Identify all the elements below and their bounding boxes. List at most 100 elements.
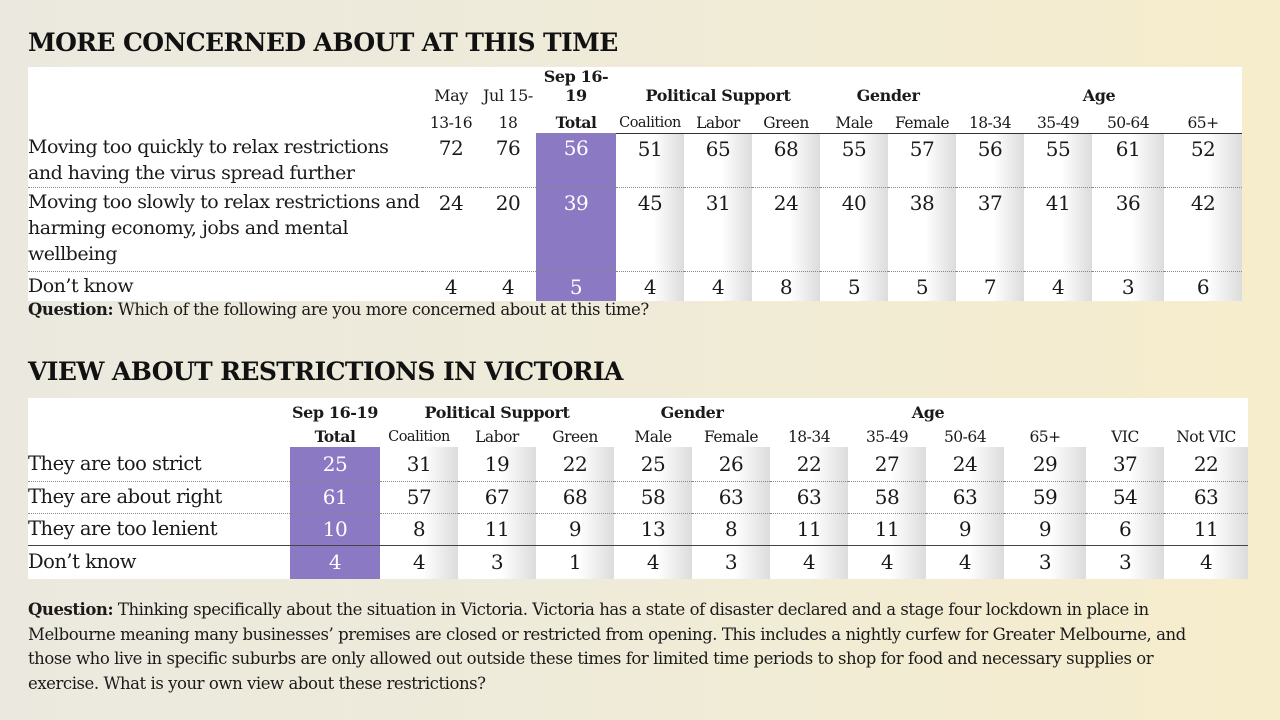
row-label: They are too strict xyxy=(28,447,290,482)
restrictions-table: Sep 16-19 Political Support Gender Age T… xyxy=(28,398,1249,579)
table-row: Moving too quickly to relax restrictions… xyxy=(28,133,1243,188)
value-cell: 27 xyxy=(848,447,927,482)
table1-title: MORE CONCERNED ABOUT AT THIS TIME xyxy=(28,28,618,57)
value-cell: 59 xyxy=(1004,481,1087,514)
value-cell: 3 xyxy=(1086,544,1165,579)
value-cell: 72 xyxy=(422,133,480,188)
row-label: Don’t know xyxy=(28,544,290,579)
value-cell: 41 xyxy=(1024,187,1093,272)
restrictions-table-body: They are too strict 25 31 19 22 25 26 22 27 24 29 3… xyxy=(28,447,1249,579)
total-cell: 4 xyxy=(290,544,380,579)
row-label: Moving too quickly to relax restrictions… xyxy=(28,133,422,188)
value-cell: 7 xyxy=(956,271,1025,301)
value-cell: 37 xyxy=(1086,447,1165,482)
table-row: They are too strict 25 31 19 22 25 26 22 27 24 29 3… xyxy=(28,447,1249,482)
question-text: Which of the following are you more conc… xyxy=(117,300,649,319)
table-row: Don’t know 4 4 3 1 4 3 4 4 4 3 3 4 xyxy=(28,544,1249,579)
col-head: Male xyxy=(634,428,672,446)
value-cell: 3 xyxy=(692,544,771,579)
row-label: Don’t know xyxy=(28,274,134,297)
header-spacer xyxy=(28,105,422,133)
value-cell: 68 xyxy=(536,481,615,514)
total-cell: 10 xyxy=(290,513,380,546)
value-cell: 3 xyxy=(458,544,536,579)
total-cell: 56 xyxy=(536,133,616,188)
col-head: 50-64 xyxy=(1092,105,1165,134)
col-head-line1: May xyxy=(434,86,468,105)
value-cell: 37 xyxy=(956,187,1025,272)
value-cell: 65 xyxy=(684,133,752,188)
question-text: Thinking specifically about the situatio… xyxy=(28,600,1186,693)
value-cell: 63 xyxy=(926,481,1005,514)
col-head: 35-49 xyxy=(865,428,909,446)
col-head: Green xyxy=(752,105,821,134)
table-row: They are about right 61 57 67 68 58 63 63 58 63 59… xyxy=(28,481,1249,514)
col-head-line1: Jul 15- xyxy=(483,86,533,105)
value-cell: 68 xyxy=(752,133,821,188)
value-cell: 67 xyxy=(458,481,536,514)
col-head: Female xyxy=(703,428,759,446)
value-cell: 4 xyxy=(684,271,752,301)
value-cell: 22 xyxy=(770,447,849,482)
col-head: Coalition xyxy=(388,429,450,445)
question-1: Question: Which of the following are you… xyxy=(28,298,1228,323)
col-head: VIC xyxy=(1111,428,1139,446)
value-cell: 52 xyxy=(1164,133,1243,188)
value-cell: 20 xyxy=(480,187,536,272)
group-head-age: Age xyxy=(1082,86,1116,105)
value-cell: 45 xyxy=(616,187,684,272)
col-head: 18 xyxy=(498,114,518,132)
value-cell: 8 xyxy=(692,513,771,546)
col-head: Labor xyxy=(475,428,519,446)
value-cell: 9 xyxy=(926,513,1005,546)
value-cell: 63 xyxy=(770,481,849,514)
value-cell: 4 xyxy=(444,274,458,299)
value-cell: 4 xyxy=(614,544,693,579)
value-cell: 6 xyxy=(1164,271,1243,301)
value-cell: 11 xyxy=(1164,513,1249,546)
value-cell: 57 xyxy=(888,133,957,188)
value-cell: 4 xyxy=(926,544,1005,579)
value-cell: 11 xyxy=(458,513,536,546)
value-cell: 26 xyxy=(692,447,771,482)
col-head-line1: Sep 16-19 xyxy=(543,67,609,105)
value-cell: 3 xyxy=(1092,271,1165,301)
question-2: Question: Thinking specifically about th… xyxy=(28,598,1228,696)
value-cell: 5 xyxy=(888,271,957,301)
value-cell: 40 xyxy=(820,187,889,272)
value-cell: 5 xyxy=(820,271,889,301)
col-head: 18-34 xyxy=(956,105,1025,134)
value-cell: 8 xyxy=(752,271,821,301)
value-cell: 11 xyxy=(770,513,849,546)
col-head: Female xyxy=(888,105,957,134)
col-head: 18-34 xyxy=(787,428,831,446)
col-head-line1: Sep 16-19 xyxy=(291,403,379,422)
concern-table: May Jul 15- Sep 16-19 Political Support … xyxy=(28,67,1243,301)
value-cell: 58 xyxy=(848,481,927,514)
value-cell: 4 xyxy=(1164,544,1249,579)
value-cell: 4 xyxy=(770,544,849,579)
value-cell: 63 xyxy=(1164,481,1249,514)
value-cell: 11 xyxy=(848,513,927,546)
value-cell: 19 xyxy=(458,447,536,482)
value-cell: 51 xyxy=(616,133,684,188)
col-head: 35-49 xyxy=(1024,105,1093,134)
value-cell: 4 xyxy=(501,274,515,299)
value-cell: 54 xyxy=(1086,481,1165,514)
total-cell: 5 xyxy=(536,271,616,301)
col-head: Not VIC xyxy=(1176,428,1236,446)
value-cell: 63 xyxy=(692,481,771,514)
value-cell: 76 xyxy=(480,133,536,188)
value-cell: 31 xyxy=(380,447,458,482)
value-cell: 22 xyxy=(1164,447,1249,482)
col-head: Green xyxy=(552,428,598,446)
value-cell: 31 xyxy=(684,187,752,272)
question-label: Question: xyxy=(28,300,114,319)
value-cell: 57 xyxy=(380,481,458,514)
value-cell: 3 xyxy=(1004,544,1087,579)
col-head: Labor xyxy=(684,105,752,134)
value-cell: 25 xyxy=(614,447,693,482)
value-cell: 55 xyxy=(1024,133,1093,188)
row-label: They are too lenient xyxy=(28,513,290,546)
value-cell: 56 xyxy=(956,133,1025,188)
